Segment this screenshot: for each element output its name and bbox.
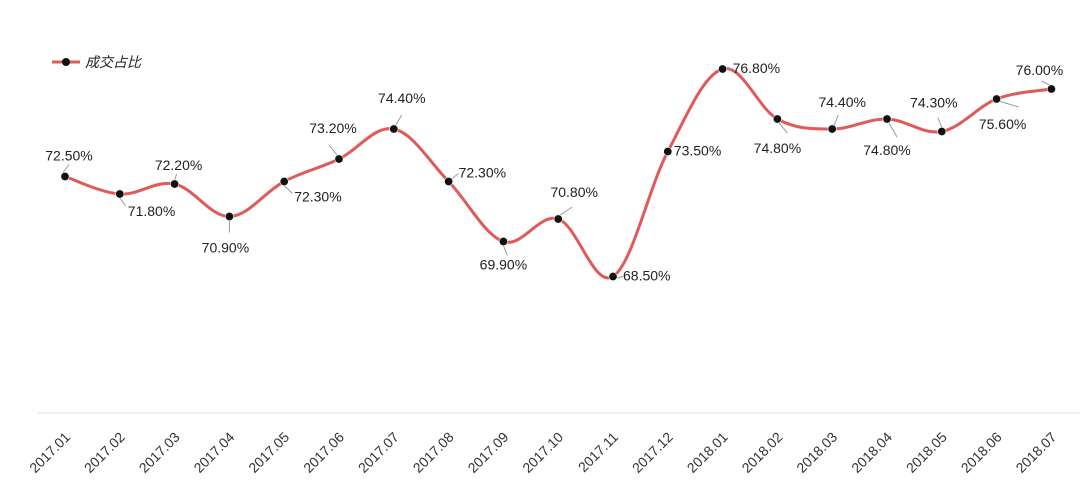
legend-label: 成交占比 (85, 55, 143, 71)
x-tick-label: 2017.12 (629, 429, 676, 476)
leader-line (502, 245, 508, 256)
leader-line (119, 197, 127, 207)
x-tick-label: 2018.03 (793, 429, 840, 476)
data-point (663, 147, 673, 157)
data-label: 72.50% (45, 148, 92, 164)
data-label: 75.60% (979, 116, 1026, 132)
x-tick-label: 2018.04 (848, 429, 895, 476)
leader-line (559, 206, 573, 216)
data-label: 71.80% (128, 203, 175, 219)
leader-line (937, 117, 943, 128)
x-axis-ticks: 2017.01 2017.02 2017.03 2017.04 2017.05 2017.… (26, 429, 1060, 476)
leader-line (328, 144, 338, 156)
data-label: 73.20% (309, 120, 356, 136)
data-point (772, 114, 782, 124)
data-label: 74.80% (863, 142, 910, 158)
data-point (1046, 84, 1056, 94)
leader-line (62, 164, 70, 173)
data-label: 74.30% (910, 95, 957, 111)
x-tick-label: 2017.11 (575, 429, 622, 476)
x-tick-label: 2018.06 (958, 429, 1005, 476)
data-label: 72.20% (155, 157, 202, 173)
data-point (115, 189, 125, 199)
x-tick-label: 2017.06 (300, 429, 347, 476)
data-point (444, 177, 454, 187)
data-point (553, 214, 563, 224)
x-tick-label: 2018.07 (1012, 429, 1059, 476)
leader-line (833, 114, 839, 126)
leader-line (888, 122, 898, 138)
data-labels: 72.50% 71.80% 72.20% 70.90% 72.30% 73.20% 74.4… (45, 60, 1063, 284)
leader-line (1041, 80, 1050, 86)
data-label: 72.30% (459, 165, 506, 181)
data-point (608, 271, 618, 281)
x-tick-label: 2017.02 (81, 429, 128, 476)
x-tick-label: 2017.08 (410, 429, 457, 476)
leader-line (283, 185, 293, 194)
data-label: 76.00% (1016, 62, 1063, 78)
data-label: 74.40% (818, 94, 865, 110)
series-line (63, 67, 1053, 280)
leader-line (998, 100, 1019, 108)
data-point (937, 127, 947, 137)
data-label: 74.40% (378, 90, 425, 106)
x-tick-label: 2018.05 (903, 429, 950, 476)
legend-marker-swatch (62, 58, 70, 66)
leader-line (174, 173, 178, 181)
data-point (498, 237, 508, 247)
x-tick-label: 2017.09 (464, 429, 511, 476)
x-tick-label: 2017.03 (136, 429, 183, 476)
data-point (882, 114, 892, 124)
data-label: 74.80% (754, 140, 801, 156)
data-point (60, 172, 70, 182)
data-label: 68.50% (623, 268, 670, 284)
data-label: 72.30% (294, 189, 341, 205)
leader-line (395, 114, 403, 126)
data-points (60, 64, 1056, 281)
data-point (718, 64, 728, 74)
data-label: 70.80% (550, 184, 597, 200)
data-label: 73.50% (674, 143, 721, 159)
x-tick-label: 2017.01 (26, 429, 73, 476)
data-point (170, 179, 180, 189)
data-point (827, 124, 837, 134)
data-point (389, 124, 399, 134)
data-label: 69.90% (480, 257, 527, 273)
data-point (334, 154, 344, 164)
x-tick-label: 2018.02 (738, 429, 785, 476)
x-tick-label: 2017.05 (245, 429, 292, 476)
x-tick-label: 2018.01 (684, 429, 731, 476)
legend: 成交占比 (52, 55, 143, 71)
data-label: 70.90% (202, 240, 249, 256)
series-layer (63, 67, 1053, 280)
data-point (279, 177, 289, 187)
x-tick-label: 2017.04 (190, 429, 237, 476)
data-point (224, 212, 234, 222)
x-tick-label: 2017.10 (519, 429, 566, 476)
data-label: 76.80% (733, 60, 780, 76)
x-tick-label: 2017.07 (355, 429, 402, 476)
data-point (992, 94, 1002, 104)
